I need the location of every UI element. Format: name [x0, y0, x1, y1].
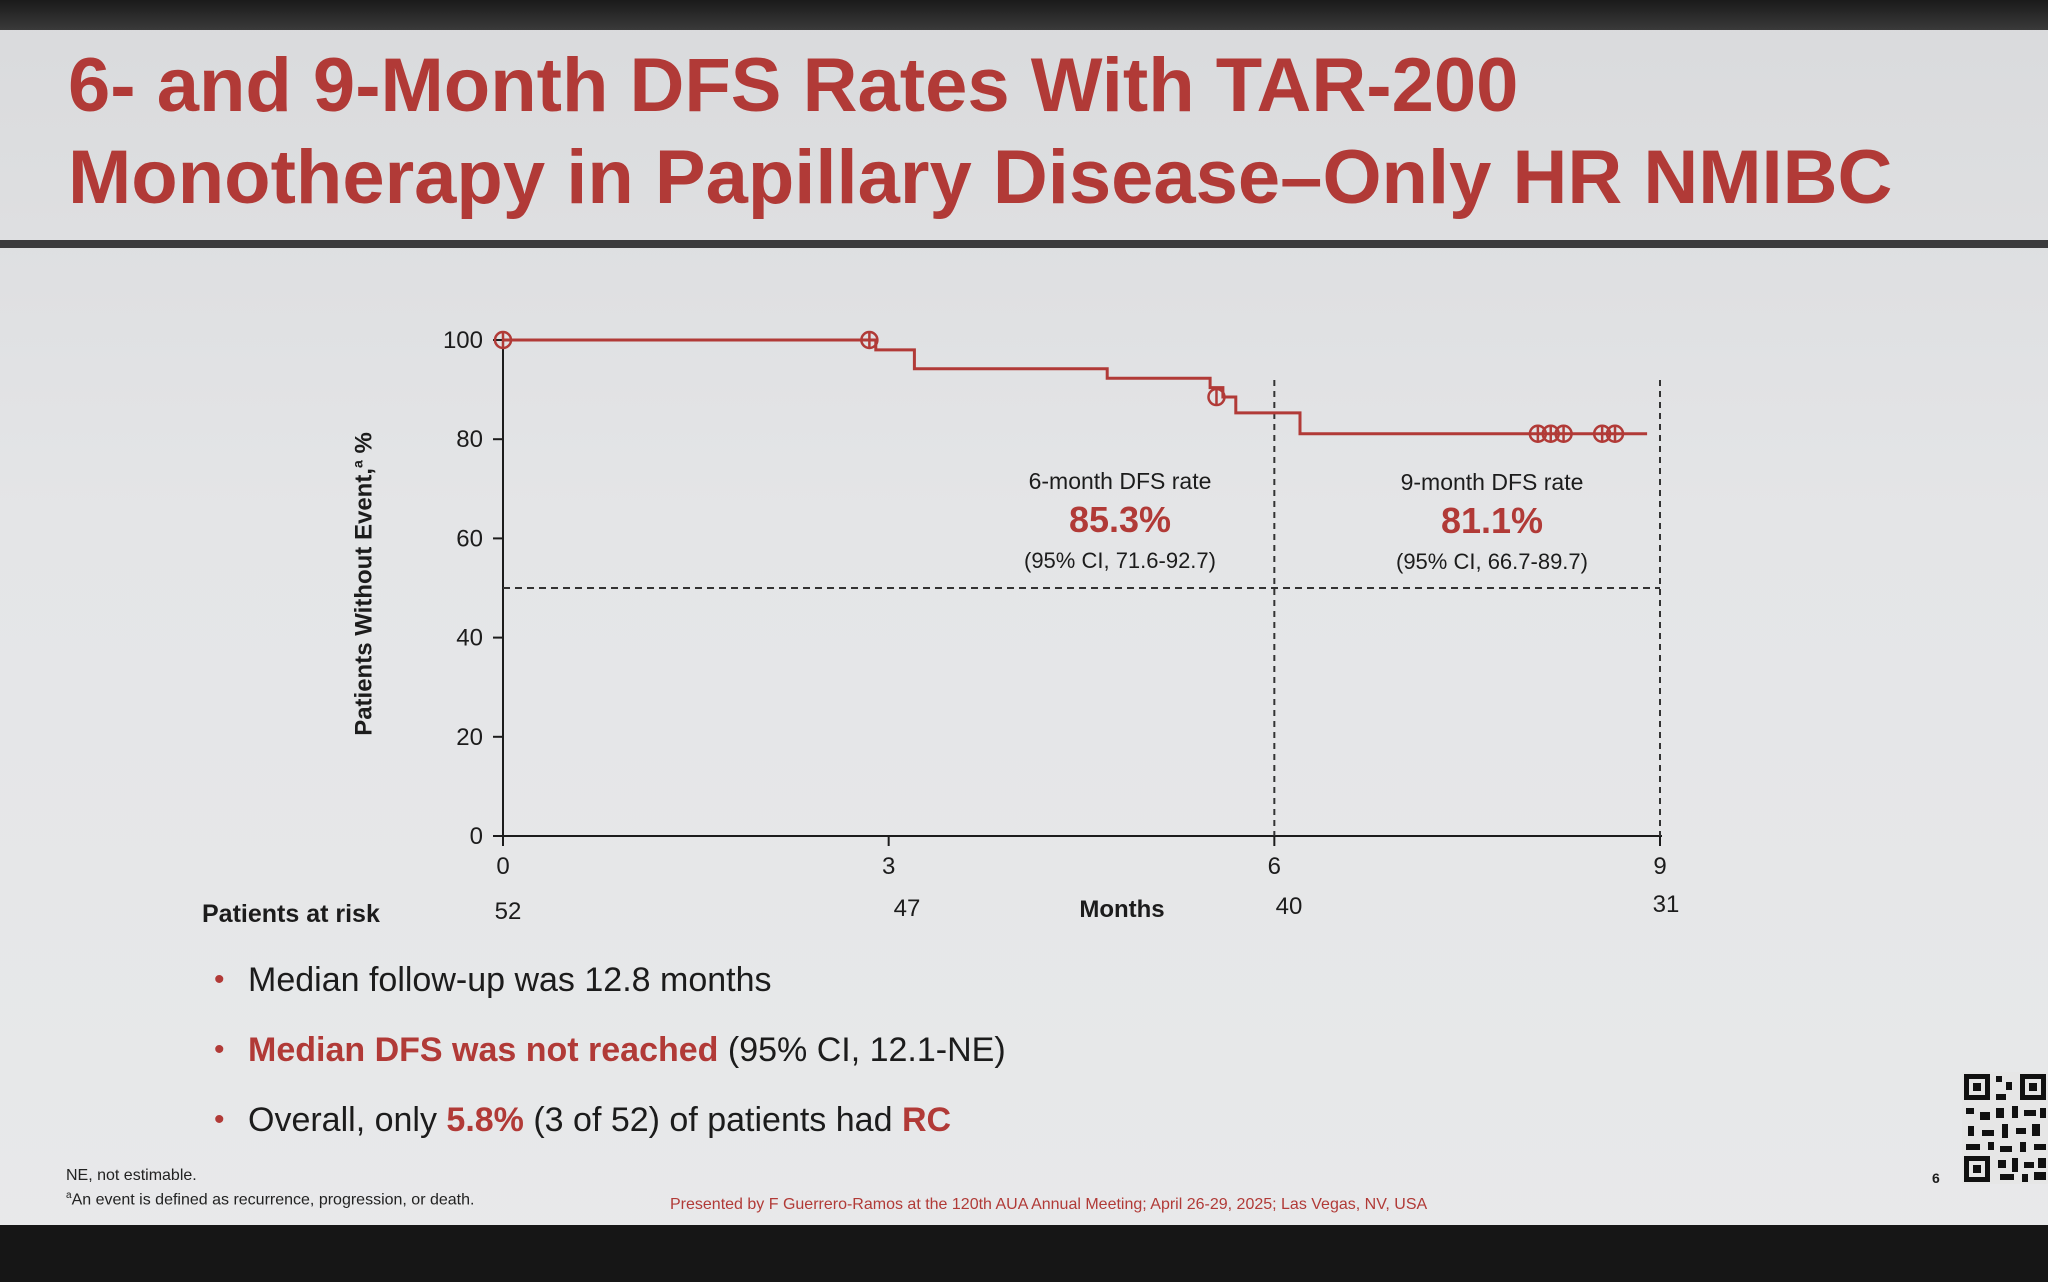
qr-code-icon	[1962, 1072, 2048, 1184]
at-risk-label: Patients at risk	[202, 900, 380, 928]
x-tick-label-9: 9	[1653, 853, 1666, 880]
key-findings-list: Median follow-up was 12.8 months Median …	[214, 955, 1006, 1165]
projector-top-edge	[0, 0, 2048, 30]
y-tick-label-20: 20	[456, 724, 483, 751]
y-tick-label-100: 100	[443, 327, 483, 354]
footnote-ne: NE, not estimable.	[66, 1167, 197, 1184]
at-risk-9: 31	[1652, 891, 1680, 918]
y-tick-label-0: 0	[470, 823, 483, 850]
nine-month-value: 81.1%	[1440, 500, 1544, 541]
six-month-value: 85.3%	[1068, 499, 1172, 540]
six-month-ci: (95% CI, 71.6-92.7)	[1024, 548, 1216, 573]
six-month-label: 6-month DFS rate	[1028, 468, 1212, 494]
nine-month-annotation: 9-month DFS rate 81.1% (95% CI, 66.7-89.…	[1370, 467, 1614, 579]
at-risk-6: 40	[1275, 893, 1303, 920]
x-tick-label-3: 3	[882, 853, 895, 880]
at-risk-0: 52	[494, 898, 522, 925]
x-axis-title: Months	[1079, 896, 1165, 923]
rc-term: RC	[901, 1101, 952, 1139]
footnote-event-row: aAn event is defined as recurrence, prog…	[66, 1186, 474, 1210]
median-dfs-ci: (95% CI, 12.1-NE)	[718, 1031, 1006, 1069]
x-tick-label-6: 6	[1268, 853, 1281, 880]
y-tick-label-60: 60	[456, 525, 483, 552]
nine-month-label: 9-month DFS rate	[1400, 469, 1584, 495]
bullet-follow-up-text: Median follow-up was 12.8 months	[248, 961, 772, 999]
y-tick-label-40: 40	[456, 625, 483, 652]
x-tick-label-0: 0	[496, 853, 509, 880]
bullet-follow-up: Median follow-up was 12.8 months	[214, 955, 1006, 1025]
median-dfs-highlight: Median DFS was not reached	[248, 1031, 719, 1069]
y-axis-label-text: Patients Without Event,	[350, 468, 378, 736]
footnotes: NE, not estimable. aAn event is defined …	[66, 1166, 474, 1210]
bullet-median-dfs: Median DFS was not reached (95% CI, 12.1…	[214, 1025, 1006, 1095]
rc-percent: 5.8%	[446, 1101, 524, 1139]
six-month-annotation: 6-month DFS rate 85.3% (95% CI, 71.6-92.…	[1000, 466, 1240, 578]
y-tick-label-80: 80	[456, 426, 483, 453]
nine-month-ci: (95% CI, 66.7-89.7)	[1396, 549, 1588, 574]
rc-mid: (3 of 52) of patients had	[523, 1101, 902, 1139]
projector-bottom-edge	[0, 1225, 2048, 1282]
y-axis-label-sup: a	[349, 460, 366, 469]
y-axis-label-suffix: %	[350, 432, 378, 461]
rc-pre: Overall, only	[248, 1101, 447, 1139]
footnote-event: An event is defined as recurrence, progr…	[71, 1191, 475, 1209]
page-number: 6	[1932, 1170, 1940, 1186]
footnote-event-sup: a	[66, 1190, 72, 1201]
at-risk-3: 47	[893, 895, 921, 922]
slide-title: 6- and 9-Month DFS Rates With TAR-200 Mo…	[68, 43, 1893, 220]
y-axis-label: Patients Without Event,a %	[350, 432, 379, 736]
bullet-rc: Overall, only 5.8% (3 of 52) of patients…	[214, 1095, 1006, 1165]
presented-by: Presented by F Guerrero-Ramos at the 120…	[670, 1196, 1428, 1213]
km-curve-0	[503, 338, 1648, 436]
title-divider	[0, 240, 2048, 248]
